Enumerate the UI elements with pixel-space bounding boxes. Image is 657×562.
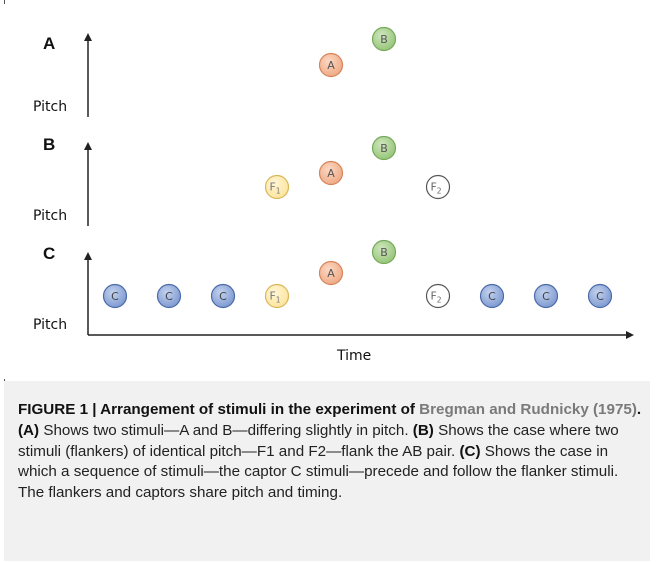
caption-a-text: Shows two stimuli—A and B—differing slig… <box>39 421 413 439</box>
panel-c-stimulus-b: B <box>371 239 397 265</box>
panel-c-flanker-f1: F1 <box>264 283 290 309</box>
caption-c-label: (C) <box>459 442 481 460</box>
panel-c-ylabel: Pitch <box>33 317 68 333</box>
panel-c-captor: C <box>102 283 128 309</box>
panel-c-stimulus-b-label: B <box>380 246 388 259</box>
panel-a-stimulus-b-label: B <box>380 33 388 46</box>
panel-c-stimulus-a: A <box>318 260 344 286</box>
caption-a-label: (A) <box>18 421 40 439</box>
caption-reference-link[interactable]: Bregman and Rudnicky (1975) <box>419 401 637 418</box>
panel-b-flanker-f2-circle <box>425 174 451 200</box>
panel-c-captor-circle <box>156 283 182 309</box>
panel-c-flanker-f1-circle <box>264 283 290 309</box>
panel-a-stimulus-b: B <box>371 26 397 52</box>
panel-a-stimulus-a-label: A <box>327 59 335 72</box>
panel-c-letter: C <box>43 244 56 263</box>
time-xlabel: Time <box>337 348 372 364</box>
panel-c-flanker-f1-label: F1 <box>269 290 280 305</box>
panel-a-stimulus-a-circle <box>318 52 344 78</box>
panel-c-stimulus-b-circle <box>371 239 397 265</box>
panel-b-flanker-f1-circle <box>264 174 290 200</box>
stimulus-diagram: A B F1 A B F2 C C C F1 A B F2 C C C <box>84 26 634 339</box>
panel-c-captor-circle <box>533 283 559 309</box>
panel-c-captor: C <box>587 283 613 309</box>
panel-c-stimulus-a-circle <box>318 260 344 286</box>
caption-heading-end: . <box>636 401 642 418</box>
figure-caption: FIGURE 1 | Arrangement of stimuli in the… <box>18 400 643 504</box>
panel-b-stimulus-a-label: A <box>327 167 335 180</box>
panel-c-captor-label: C <box>111 290 119 303</box>
panel-c-captor-label: C <box>596 290 604 303</box>
panel-a-stimulus-a: A <box>318 52 344 78</box>
panel-c-flanker-f2-circle <box>425 283 451 309</box>
panel-b-flanker-f1-label: F1 <box>269 181 280 196</box>
panel-b-stimulus-b-label: B <box>380 142 388 155</box>
panel-c-captor: C <box>533 283 559 309</box>
panel-c-stimulus-a-label: A <box>327 267 335 280</box>
panel-a-ylabel: Pitch <box>33 99 68 115</box>
panel-b-stimulus-b-circle <box>371 135 397 161</box>
panel-b-flanker-f1: F1 <box>264 174 290 200</box>
panel-c-captor-circle <box>587 283 613 309</box>
panel-c-captor-label: C <box>219 290 227 303</box>
panel-c-captor: C <box>210 283 236 309</box>
panel-b-flanker-f2: F2 <box>425 174 451 200</box>
panel-c-captor-label: C <box>542 290 550 303</box>
panel-b-flanker-f2-label: F2 <box>430 181 441 196</box>
panel-c-captor: C <box>156 283 182 309</box>
panel-b-stimulus-a: A <box>318 160 344 186</box>
caption-heading: FIGURE 1 | Arrangement of stimuli in the… <box>18 401 420 418</box>
panel-c-captor-label: C <box>165 290 173 303</box>
panel-a-letter: A <box>43 34 56 53</box>
panel-c-captor-circle <box>479 283 505 309</box>
panel-c-flanker-f2: F2 <box>425 283 451 309</box>
panel-b-letter: B <box>43 135 56 154</box>
panel-b-ylabel: Pitch <box>33 208 68 224</box>
panel-a-stimulus-b-circle <box>371 26 397 52</box>
panel-c-captor-label: C <box>488 290 496 303</box>
panel-c-captor-circle <box>102 283 128 309</box>
panel-b-stimulus-b: B <box>371 135 397 161</box>
panel-b-stimulus-a-circle <box>318 160 344 186</box>
caption-background <box>4 381 650 561</box>
panel-c-captor: C <box>479 283 505 309</box>
panel-c-captor-circle <box>210 283 236 309</box>
panel-c-flanker-f2-label: F2 <box>430 290 441 305</box>
caption-b-label: (B) <box>412 421 434 439</box>
caption-b-text: Shows the case where two stimuli (flanke… <box>18 421 619 460</box>
caption-c-text: Shows the case in which a sequence of st… <box>18 442 619 502</box>
